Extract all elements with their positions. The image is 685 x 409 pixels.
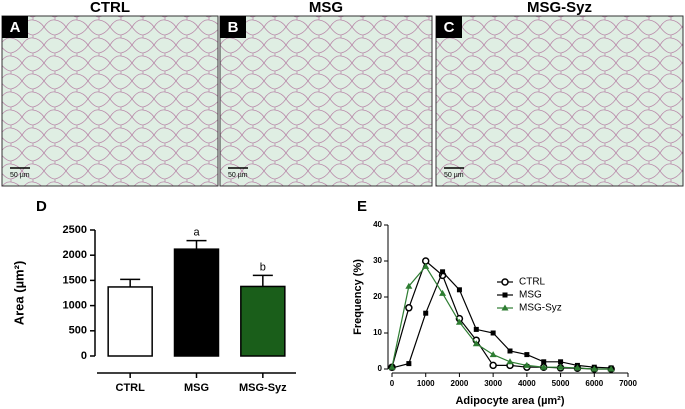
data-point	[422, 262, 430, 269]
data-point	[490, 330, 496, 336]
bar	[107, 286, 153, 357]
y-tick-label: 10	[373, 328, 382, 337]
legend-label: MSG	[519, 290, 542, 301]
y-tick-label: 2000	[63, 249, 87, 261]
data-point	[541, 359, 547, 365]
significance-label: b	[260, 261, 266, 273]
scale-label: 50 µm	[10, 172, 30, 179]
data-point	[388, 363, 396, 370]
y-tick-label: 1000	[63, 300, 87, 312]
data-point	[607, 365, 615, 372]
y-tick-label: 0	[81, 350, 87, 362]
series-line	[391, 270, 612, 369]
series-line	[391, 265, 612, 370]
legend-label: CTRL	[519, 277, 546, 288]
x-tick-label: 1000	[417, 379, 435, 388]
data-point	[489, 361, 497, 370]
panel-letter-box	[436, 16, 462, 38]
data-point	[590, 365, 598, 372]
panel-letter: B	[228, 19, 239, 36]
data-point	[473, 326, 479, 332]
micrograph	[1, 15, 219, 187]
x-tick-label: 6000	[585, 379, 603, 388]
data-point	[439, 289, 447, 296]
x-tick-label: MSG-Syz	[239, 382, 287, 394]
micrograph	[435, 15, 684, 187]
x-tick-label: MSG	[184, 382, 209, 394]
x-tick-label: 7000	[619, 379, 637, 388]
data-point	[524, 352, 530, 358]
x-tick-label: 4000	[518, 379, 536, 388]
legend-marker	[502, 292, 508, 298]
y-tick-label: 2500	[63, 224, 87, 236]
x-tick-label: 2000	[451, 379, 469, 388]
panel-title: CTRL	[90, 0, 130, 16]
data-point	[440, 269, 446, 275]
panel-letter: C	[444, 19, 455, 36]
panel-letter-box	[220, 16, 246, 38]
panel-letter: A	[10, 19, 21, 36]
data-point	[405, 304, 413, 312]
data-point	[405, 282, 413, 289]
data-point	[507, 348, 513, 354]
y-tick-label: 0	[378, 364, 383, 373]
panel-title: MSG	[309, 0, 343, 16]
data-point	[557, 363, 565, 370]
panel-letter-box	[2, 16, 28, 38]
data-point	[540, 363, 548, 370]
y-tick-label: 30	[373, 256, 382, 265]
x-axis-label: Adipocyte area (µm²)	[455, 395, 564, 407]
data-point	[456, 287, 462, 293]
data-point	[523, 361, 531, 368]
y-axis-label: Frequency (%)	[352, 259, 364, 335]
panel-label: E	[357, 198, 367, 215]
y-tick-label: 500	[69, 325, 87, 337]
y-axis-label: Area (µm²)	[11, 261, 26, 326]
legend-label: MSG-Syz	[519, 303, 562, 314]
x-tick-label: 0	[390, 379, 395, 388]
data-point	[455, 318, 463, 325]
panel-title: MSG-Syz	[527, 0, 592, 16]
bar	[240, 285, 286, 357]
data-point	[472, 340, 480, 347]
y-tick-label: 1500	[63, 274, 87, 286]
data-point	[558, 359, 564, 365]
significance-label: a	[193, 226, 200, 238]
data-point	[423, 310, 429, 316]
data-point	[573, 364, 581, 371]
micrograph	[219, 15, 433, 187]
x-tick-label: 3000	[484, 379, 502, 388]
x-tick-label: CTRL	[116, 382, 146, 394]
scale-label: 50 µm	[228, 172, 248, 179]
legend-marker	[501, 278, 509, 286]
x-tick-label: 5000	[552, 379, 570, 388]
bar	[173, 248, 220, 357]
panel-label: D	[36, 198, 47, 215]
y-tick-label: 20	[373, 292, 382, 301]
data-point	[406, 361, 412, 367]
data-point	[506, 358, 514, 365]
legend-marker	[501, 304, 509, 311]
data-point	[489, 351, 497, 358]
y-tick-label: 40	[373, 220, 382, 229]
scale-label: 50 µm	[444, 172, 464, 179]
